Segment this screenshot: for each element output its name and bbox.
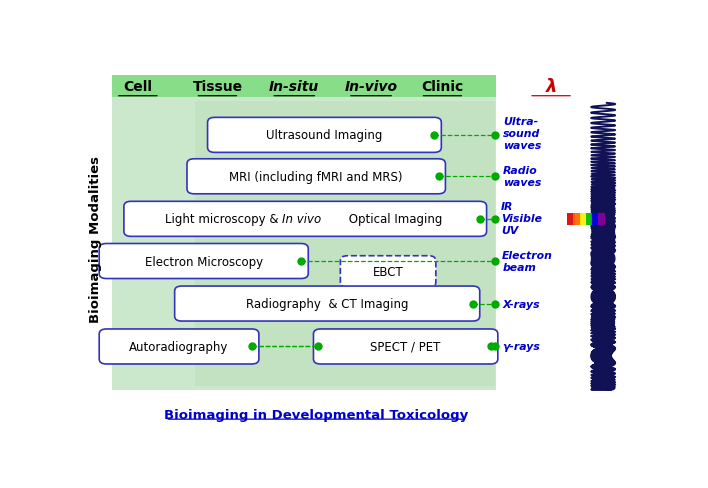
Text: In vivo: In vivo bbox=[282, 213, 321, 226]
Text: λ: λ bbox=[545, 78, 556, 96]
Text: Bioimaging Modalities: Bioimaging Modalities bbox=[89, 156, 102, 322]
Text: Electron
beam: Electron beam bbox=[502, 250, 553, 272]
Bar bbox=[598, 213, 605, 225]
Text: IR
Visible
UV: IR Visible UV bbox=[501, 202, 542, 236]
FancyBboxPatch shape bbox=[207, 118, 441, 153]
Text: In-vivo: In-vivo bbox=[345, 80, 398, 94]
Text: Autoradiography: Autoradiography bbox=[130, 340, 229, 353]
Text: Cell: Cell bbox=[123, 80, 152, 94]
Text: In-situ: In-situ bbox=[269, 80, 319, 94]
FancyBboxPatch shape bbox=[314, 329, 498, 364]
Text: Radiography  & CT Imaging: Radiography & CT Imaging bbox=[246, 298, 409, 310]
Text: Radio
waves: Radio waves bbox=[503, 165, 541, 187]
Text: Electron Microscopy: Electron Microscopy bbox=[144, 255, 263, 268]
FancyBboxPatch shape bbox=[99, 329, 259, 364]
Bar bbox=[573, 213, 581, 225]
Text: MRI (including fMRI and MRS): MRI (including fMRI and MRS) bbox=[229, 170, 403, 183]
Text: Tissue: Tissue bbox=[193, 80, 243, 94]
Bar bbox=[592, 213, 599, 225]
Text: Ultra-
sound
waves: Ultra- sound waves bbox=[503, 117, 541, 151]
Text: Light microscopy &: Light microscopy & bbox=[165, 213, 282, 226]
Text: SPECT / PET: SPECT / PET bbox=[370, 340, 441, 353]
Text: EBCT: EBCT bbox=[372, 265, 404, 279]
Text: Bioimaging in Developmental Toxicology: Bioimaging in Developmental Toxicology bbox=[164, 408, 468, 421]
FancyBboxPatch shape bbox=[341, 256, 436, 288]
FancyBboxPatch shape bbox=[175, 286, 480, 322]
FancyBboxPatch shape bbox=[112, 76, 496, 98]
FancyBboxPatch shape bbox=[187, 160, 445, 194]
Text: Optical Imaging: Optical Imaging bbox=[345, 213, 442, 226]
Bar bbox=[580, 213, 587, 225]
FancyBboxPatch shape bbox=[124, 202, 486, 237]
FancyBboxPatch shape bbox=[99, 244, 308, 279]
Text: Clinic: Clinic bbox=[421, 80, 464, 94]
Bar bbox=[586, 213, 593, 225]
FancyBboxPatch shape bbox=[195, 102, 494, 386]
Text: γ-rays: γ-rays bbox=[502, 342, 540, 352]
FancyBboxPatch shape bbox=[112, 79, 496, 390]
Text: X-rays: X-rays bbox=[502, 299, 539, 309]
Bar bbox=[567, 213, 574, 225]
Text: Ultrasound Imaging: Ultrasound Imaging bbox=[266, 129, 382, 142]
